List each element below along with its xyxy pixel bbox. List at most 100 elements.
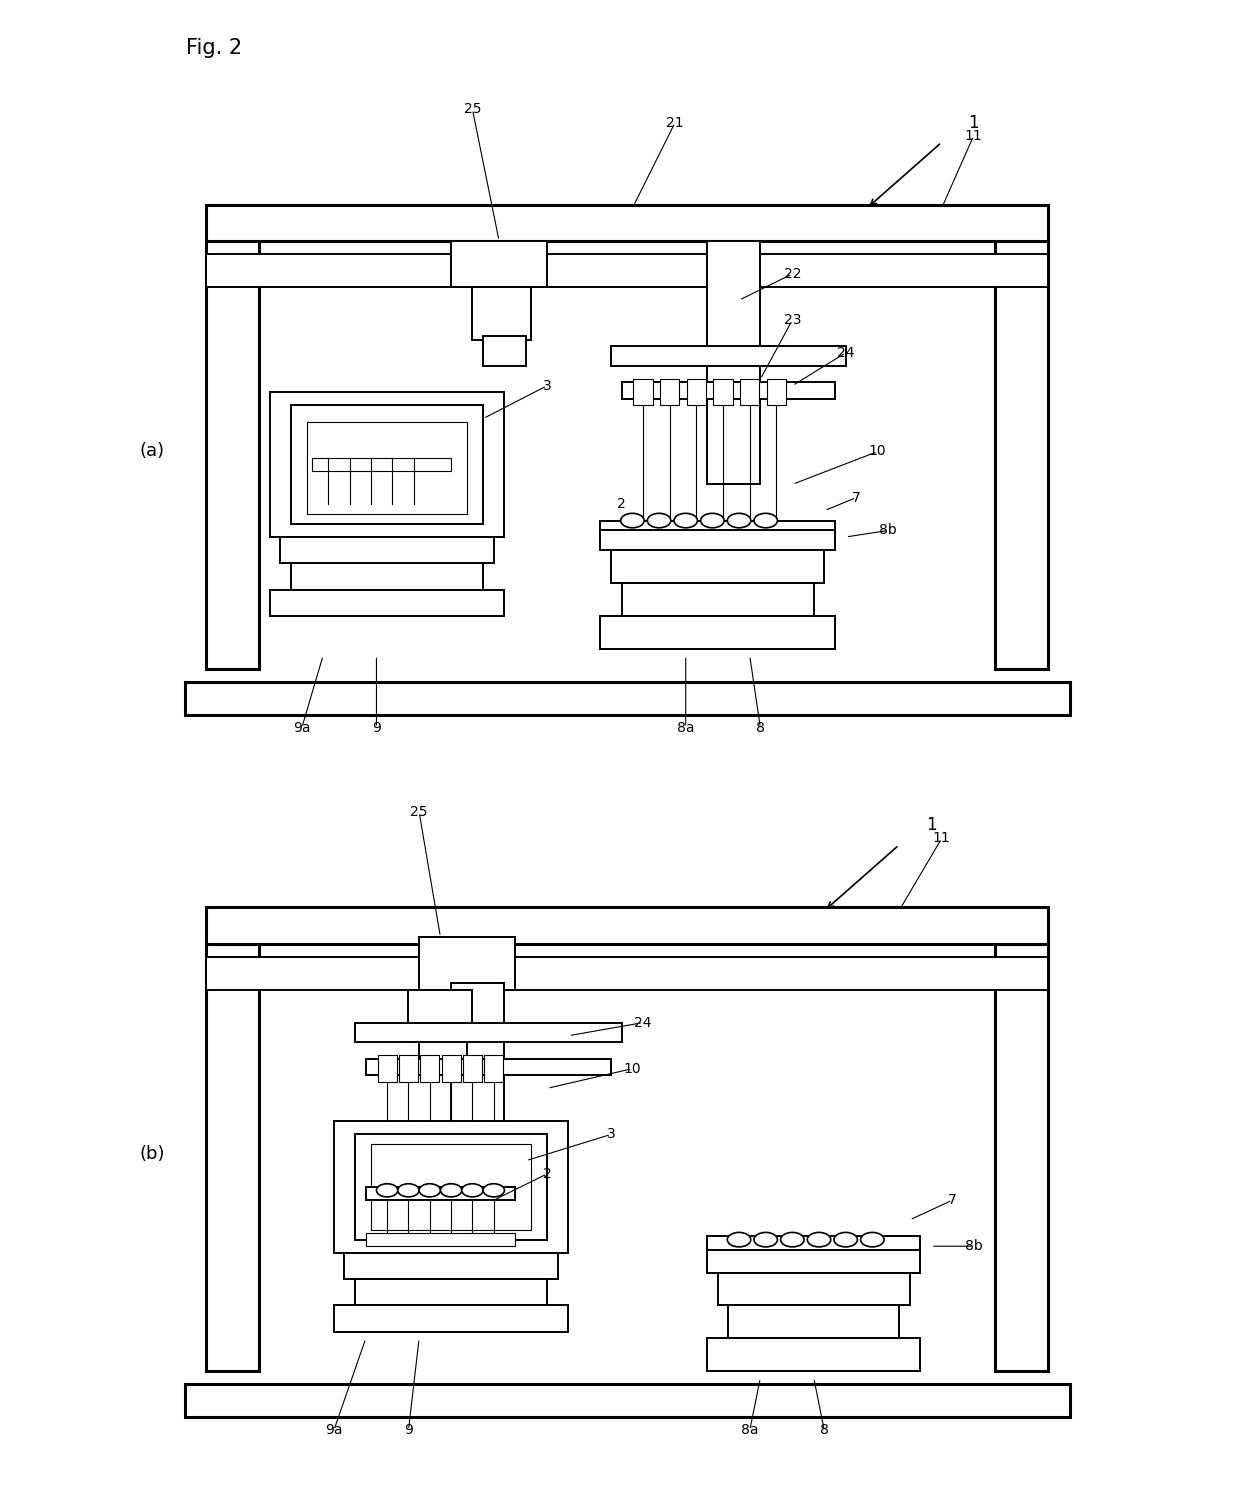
Text: 24: 24 (837, 345, 854, 360)
Bar (660, 380, 680, 405)
Bar (484, 336, 526, 366)
Bar (611, 347, 846, 366)
Bar (408, 990, 472, 1042)
Circle shape (419, 1184, 440, 1197)
Bar (687, 380, 706, 405)
Bar (621, 383, 835, 399)
Text: 8a: 8a (677, 721, 694, 734)
Text: (a): (a) (140, 443, 165, 460)
Circle shape (728, 1232, 750, 1247)
Text: 8b: 8b (965, 1239, 982, 1253)
Bar (312, 457, 451, 471)
Text: 10: 10 (869, 444, 887, 459)
Text: 24: 24 (635, 1015, 652, 1030)
Bar (355, 1280, 547, 1305)
Bar (291, 564, 484, 589)
Circle shape (835, 1232, 857, 1247)
Bar (371, 1144, 531, 1230)
Bar (206, 943, 259, 1371)
Bar (366, 1233, 515, 1247)
Text: 9a: 9a (325, 1423, 342, 1437)
Bar (206, 205, 1048, 241)
Bar (713, 380, 733, 405)
Bar (345, 1253, 558, 1280)
Text: 2: 2 (543, 1168, 552, 1181)
Circle shape (675, 513, 697, 528)
Bar (334, 1305, 568, 1332)
Bar (707, 241, 760, 484)
Bar (600, 520, 835, 531)
Bar (740, 380, 759, 405)
Bar (355, 1135, 547, 1239)
Bar (484, 1055, 503, 1082)
Bar (634, 380, 652, 405)
Bar (441, 1055, 461, 1082)
Bar (611, 550, 825, 583)
Text: 2: 2 (618, 498, 626, 511)
Circle shape (398, 1184, 419, 1197)
Bar (994, 241, 1048, 668)
Bar (355, 1023, 621, 1042)
Bar (280, 537, 494, 564)
Bar (451, 241, 547, 287)
Bar (366, 1187, 515, 1200)
Circle shape (621, 513, 644, 528)
Bar (707, 1236, 920, 1250)
Circle shape (701, 513, 724, 528)
Text: 23: 23 (784, 312, 801, 327)
Text: 8a: 8a (742, 1423, 759, 1437)
Bar (994, 943, 1048, 1371)
Bar (185, 1384, 1070, 1417)
Bar (206, 241, 259, 668)
Bar (451, 984, 505, 1319)
Text: 8b: 8b (879, 523, 898, 537)
Bar (334, 1121, 568, 1253)
Bar (399, 1055, 418, 1082)
Circle shape (647, 513, 671, 528)
Circle shape (754, 1232, 777, 1247)
Bar (291, 405, 484, 523)
Bar (463, 1055, 482, 1082)
Bar (718, 1272, 910, 1305)
Text: 1: 1 (926, 816, 936, 834)
Text: 8: 8 (756, 721, 765, 734)
Bar (185, 682, 1070, 715)
Text: 1: 1 (968, 114, 978, 132)
Bar (270, 392, 505, 537)
Text: 3: 3 (606, 1127, 615, 1141)
Bar (600, 616, 835, 649)
Text: 9: 9 (404, 1423, 413, 1437)
Bar (707, 1338, 920, 1371)
Text: 22: 22 (784, 268, 801, 281)
Bar (707, 1250, 920, 1272)
Text: 9: 9 (372, 721, 381, 734)
Bar (377, 1055, 397, 1082)
Bar (206, 254, 1048, 287)
Circle shape (461, 1184, 484, 1197)
Text: 7: 7 (947, 1193, 957, 1206)
Text: 25: 25 (410, 806, 428, 819)
Bar (420, 1055, 439, 1082)
Circle shape (484, 1184, 505, 1197)
Text: 10: 10 (624, 1061, 641, 1075)
Bar (366, 1058, 611, 1075)
Text: 3: 3 (543, 378, 552, 393)
Bar (419, 937, 515, 990)
Circle shape (754, 513, 777, 528)
Text: Fig. 2: Fig. 2 (186, 37, 242, 58)
Bar (728, 1305, 899, 1338)
Circle shape (807, 1232, 831, 1247)
Circle shape (861, 1232, 884, 1247)
Text: 9a: 9a (293, 721, 310, 734)
Text: 8: 8 (820, 1423, 828, 1437)
Text: 21: 21 (666, 115, 684, 130)
Bar (600, 531, 835, 550)
Text: 11: 11 (932, 831, 951, 845)
Text: 7: 7 (852, 490, 861, 504)
Circle shape (728, 513, 750, 528)
Bar (308, 422, 467, 514)
Bar (206, 907, 1048, 943)
Bar (270, 589, 505, 616)
Text: 25: 25 (464, 103, 481, 117)
Text: 11: 11 (965, 129, 982, 142)
